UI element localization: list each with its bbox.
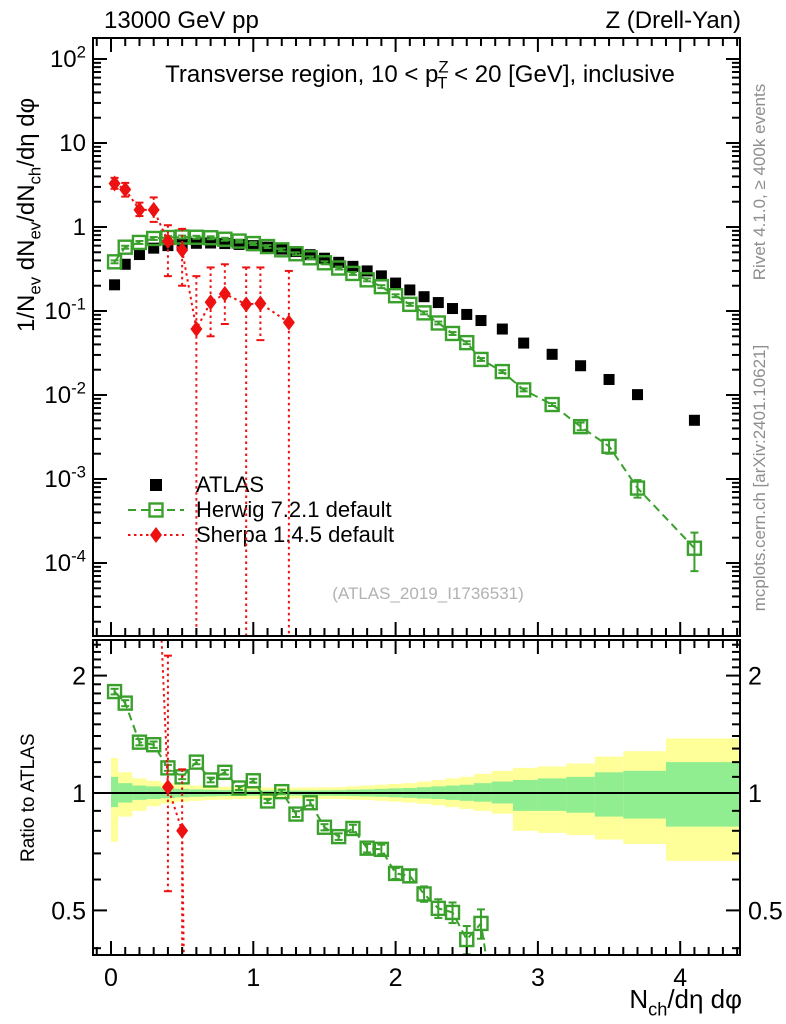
herwig-marker-sample — [148, 502, 164, 518]
rivet-version-note: Rivet 4.1.0, ≥ 400k events — [750, 83, 769, 281]
ytick-label-ratio-right: 0.5 — [748, 897, 783, 925]
legend-label-sherpa: Sherpa 1.4.5 default — [196, 522, 394, 547]
xtick-label: 0 — [104, 964, 118, 992]
header-beam-energy: 13000 GeV pp — [104, 7, 259, 34]
mcplots-arxiv-note: mcplots.cern.ch [arXiv:2401.10621] — [750, 344, 769, 612]
herwig-series — [106, 229, 703, 573]
y-axis-title-main: 1/Nev dNev/dNch/dη dφ — [13, 98, 45, 332]
ytick-label-main: 1 — [73, 214, 86, 241]
ytick-label-ratio-left: 1 — [72, 780, 86, 808]
ratio-herwig-series — [106, 683, 489, 955]
legend-label-herwig: Herwig 7.2.1 default — [196, 497, 392, 522]
axis-ticks — [93, 38, 740, 955]
sherpa-marker-sample — [150, 527, 162, 543]
ytick-label-ratio-left: 2 — [72, 663, 86, 691]
ytick-label-main: 102 — [50, 42, 86, 73]
tick-labels: 102 10 1 10-1 10-2 10-3 10-4 2 2 1 1 0.5 0.5 0 1 2 3 4 — [44, 42, 782, 992]
xtick-label: 4 — [673, 964, 687, 992]
main-panel-frame — [92, 37, 741, 637]
x-axis-title: Nch/dη dφ — [629, 984, 742, 1019]
xtick-label: 2 — [389, 964, 403, 992]
sherpa-series — [108, 175, 295, 636]
plot-title: Transverse region, 10 < pZ T < 20 [GeV], … — [165, 57, 675, 92]
ytick-label-ratio-left: 0.5 — [51, 897, 86, 925]
ytick-label-main: 10-1 — [44, 294, 86, 325]
legend-label-atlas: ATLAS — [196, 472, 264, 497]
analysis-watermark: (ATLAS_2019_I1736531) — [332, 584, 524, 603]
ratio-panel-frame — [92, 639, 741, 956]
legend-entry-sherpa: Sherpa 1.4.5 default — [128, 522, 394, 547]
legend-entry-atlas: ATLAS — [150, 472, 264, 497]
ytick-label-main: 10-2 — [44, 378, 86, 409]
xtick-label: 3 — [531, 964, 545, 992]
ytick-label-main: 10 — [59, 130, 86, 157]
xtick-label: 1 — [246, 964, 260, 992]
axis-titles: Transverse region, 10 < pZ T < 20 [GeV], … — [13, 57, 742, 1019]
header-process: Z (Drell-Yan) — [605, 7, 741, 34]
y-axis-title-ratio: Ratio to ATLAS — [18, 734, 39, 863]
ytick-label-main: 10-3 — [44, 462, 86, 493]
ratio-sherpa-series — [160, 640, 189, 955]
atlas-marker-sample — [150, 479, 162, 491]
legend-entry-herwig: Herwig 7.2.1 default — [128, 497, 392, 522]
ytick-label-ratio-right: 2 — [748, 663, 762, 691]
ytick-label-main: 10-4 — [44, 546, 86, 577]
ytick-label-ratio-right: 1 — [748, 780, 762, 808]
